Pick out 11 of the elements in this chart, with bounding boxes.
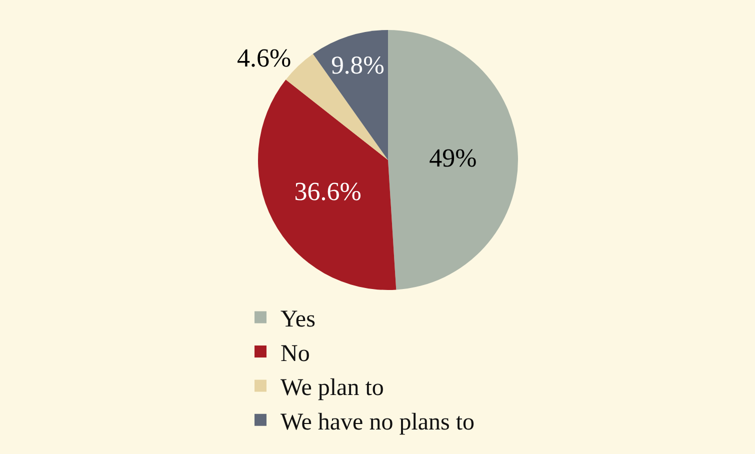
pie-slice (258, 80, 396, 290)
legend-label: We plan to (280, 375, 384, 402)
data-label: 36.6% (294, 177, 362, 206)
legend-label: No (280, 340, 310, 367)
legend-label: We have no plans to (280, 409, 475, 436)
data-label: 4.6% (236, 44, 292, 73)
legend-label: Yes (280, 306, 316, 333)
data-label: 49% (429, 143, 477, 172)
data-label: 9.8% (331, 50, 384, 80)
pie-slice (388, 30, 518, 290)
pie-slice (312, 30, 388, 160)
